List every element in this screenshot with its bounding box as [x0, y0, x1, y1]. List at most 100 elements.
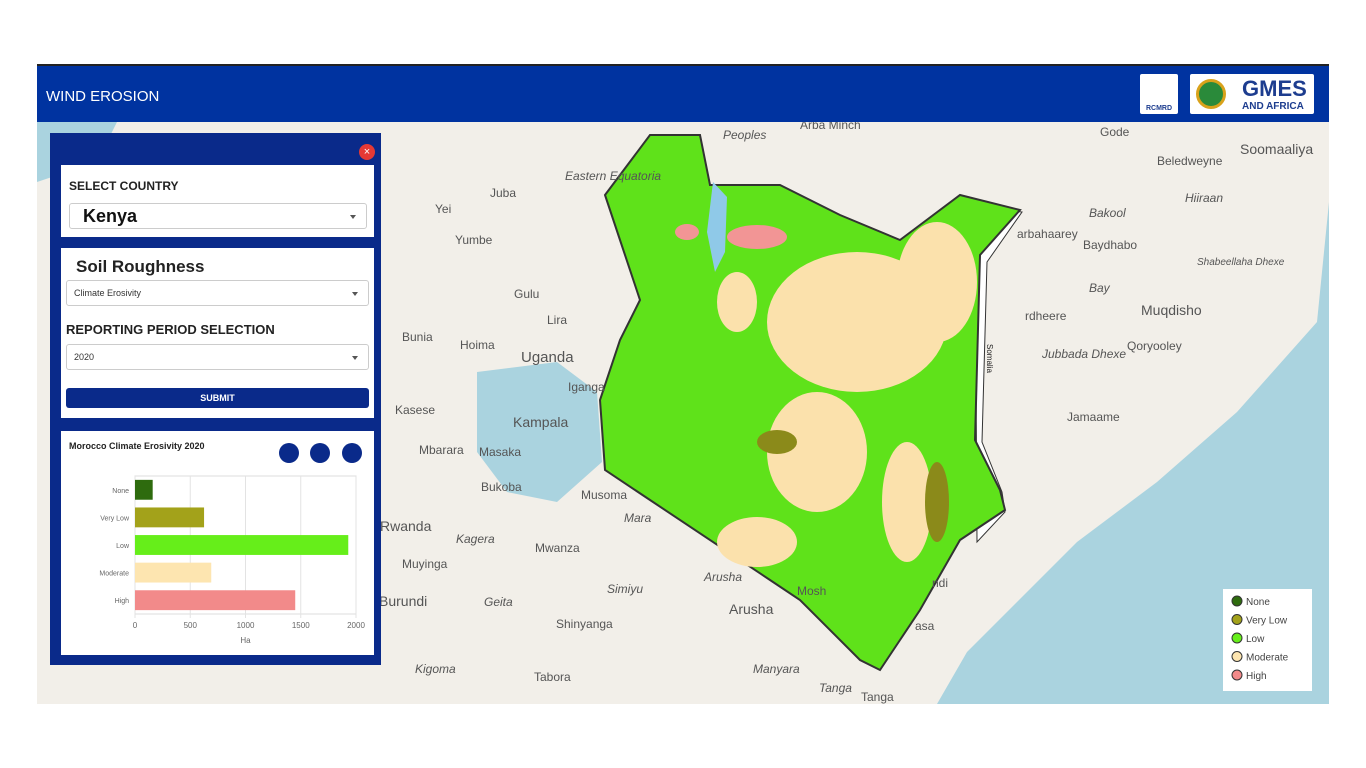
map-label: Hoima: [460, 338, 495, 352]
map-label: Jubbada Dhexe: [1041, 347, 1126, 361]
download-button[interactable]: [279, 443, 299, 463]
map-label: Somalia: [985, 344, 994, 373]
y-tick-label: None: [112, 488, 129, 495]
map-label: Yei: [435, 202, 451, 216]
chart: 0 500 1000 1500 2000 Ha None Very Low Low Moderat…: [99, 475, 365, 645]
swap-button[interactable]: [310, 443, 330, 463]
map-label: Iganga: [568, 380, 605, 394]
chart-card: Morocco Climate Erosivity 2020 0 500 1000 1…: [61, 431, 374, 655]
map-label: Bunia: [402, 330, 433, 344]
header: WIND EROSION RCMRD GMES AND AFRICA: [37, 64, 1329, 124]
map-label: Simiyu: [607, 582, 643, 596]
x-axis-label: Ha: [240, 636, 251, 645]
legend-swatch: [1231, 614, 1243, 625]
legend-label: None: [1246, 597, 1270, 608]
x-tick-label: 500: [184, 621, 198, 630]
map-label: Shinyanga: [556, 617, 613, 631]
map-label: Mwanza: [535, 541, 580, 555]
map-label: Qoryooley: [1127, 339, 1182, 353]
country-card: SELECT COUNTRY Kenya: [61, 165, 374, 237]
map-label: Manyara: [753, 662, 800, 676]
map-label: Bakool: [1089, 206, 1126, 220]
map-label: Mosh: [797, 584, 826, 598]
map-label: Lira: [547, 313, 567, 327]
map-label: Kampala: [513, 414, 568, 430]
map-label: Geita: [484, 595, 513, 609]
bar: [135, 507, 205, 528]
map-label: ndi: [932, 576, 948, 590]
legend-swatch: [1231, 595, 1243, 607]
map-label: Rwanda: [380, 518, 432, 534]
bar: [135, 590, 296, 611]
app-title: WIND EROSION: [46, 88, 160, 105]
label: REPORTING PERIOD SELECTION: [66, 322, 275, 337]
ocean: [937, 202, 1329, 704]
map-label: Arusha: [703, 570, 742, 584]
map-patches: [675, 182, 977, 567]
shaded-area: [974, 206, 1023, 544]
map-label: Musoma: [581, 488, 627, 502]
map-label: Kasese: [395, 403, 435, 417]
map-label: Uganda: [521, 349, 574, 366]
y-tick-label: Moderate: [99, 571, 129, 578]
bar: [135, 479, 153, 500]
logo-text: GMES: [1242, 76, 1307, 101]
map-label: Soomaaliya: [1240, 141, 1313, 157]
logo: RCMRD: [1140, 74, 1178, 114]
legend-label: Moderate: [1246, 653, 1289, 664]
map-label: Baydhabo: [1083, 238, 1137, 252]
map-label: Tanga: [861, 690, 894, 704]
map-label: Burundi: [379, 593, 427, 609]
map-label: Kagera: [456, 532, 495, 546]
export-button[interactable]: [342, 443, 362, 463]
lake-victoria: [477, 362, 602, 502]
bar: [135, 535, 349, 555]
y-tick-label: High: [115, 598, 130, 605]
logo: GMES AND AFRICA: [1190, 74, 1314, 114]
label: Soil Roughness: [76, 257, 205, 276]
map-label: Mbarara: [419, 443, 464, 457]
x-tick-label: 1500: [292, 621, 310, 630]
map-label: Juba: [490, 186, 516, 200]
country-select[interactable]: Kenya: [69, 203, 367, 229]
layer-select[interactable]: Climate Erosivity: [66, 280, 369, 306]
label: SELECT COUNTRY: [69, 179, 179, 193]
map-label: Muqdisho: [1141, 302, 1202, 318]
period-select[interactable]: 2020: [66, 344, 369, 370]
layer-card: Soil Roughness Climate Erosivity REPORTI…: [61, 248, 374, 418]
map-label: Beledweyne: [1157, 154, 1223, 168]
x-tick-label: 0: [133, 621, 138, 630]
map-label: Mara: [624, 511, 652, 525]
map-label: Peoples: [723, 128, 766, 142]
map-label: Jamaame: [1067, 410, 1120, 424]
legend-swatch: [1231, 669, 1243, 681]
map-label: Muyinga: [402, 557, 448, 571]
map-label: Gode: [1100, 125, 1130, 139]
map-label: Hiiraan: [1185, 191, 1223, 205]
close-button[interactable]: ×: [359, 144, 375, 160]
submit-button[interactable]: SUBMIT: [66, 388, 369, 408]
map-label: Tabora: [534, 670, 571, 684]
map-label: Masaka: [479, 445, 521, 459]
x-tick-label: 2000: [347, 621, 365, 630]
logo-text: AND AFRICA: [1242, 101, 1304, 112]
map-label: Gulu: [514, 287, 539, 301]
legend-label: Very Low: [1246, 616, 1288, 627]
map-label: Arusha: [729, 601, 774, 617]
bar: [135, 562, 212, 583]
legend-swatch: [1231, 632, 1243, 644]
chart-title: Morocco Climate Erosivity 2020: [69, 441, 205, 451]
map-label: Yumbe: [455, 233, 493, 247]
map-label: Bukoba: [481, 480, 522, 494]
map-label: Eastern Equatoria: [565, 169, 661, 183]
legend-swatch: [1231, 651, 1243, 662]
map-label: Kigoma: [415, 662, 456, 676]
y-tick-label: Very Low: [100, 515, 130, 522]
y-tick-label: Low: [116, 543, 130, 550]
legend-items: None Very Low Low Moderate High: [1231, 595, 1289, 682]
map-label: Tanga: [819, 681, 852, 695]
legend-label: High: [1246, 671, 1267, 682]
map-label: Arba Minch: [800, 122, 861, 132]
x-tick-label: 1000: [237, 621, 255, 630]
